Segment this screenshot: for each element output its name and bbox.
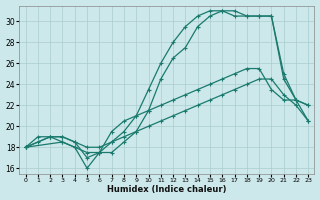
X-axis label: Humidex (Indice chaleur): Humidex (Indice chaleur) bbox=[107, 185, 227, 194]
